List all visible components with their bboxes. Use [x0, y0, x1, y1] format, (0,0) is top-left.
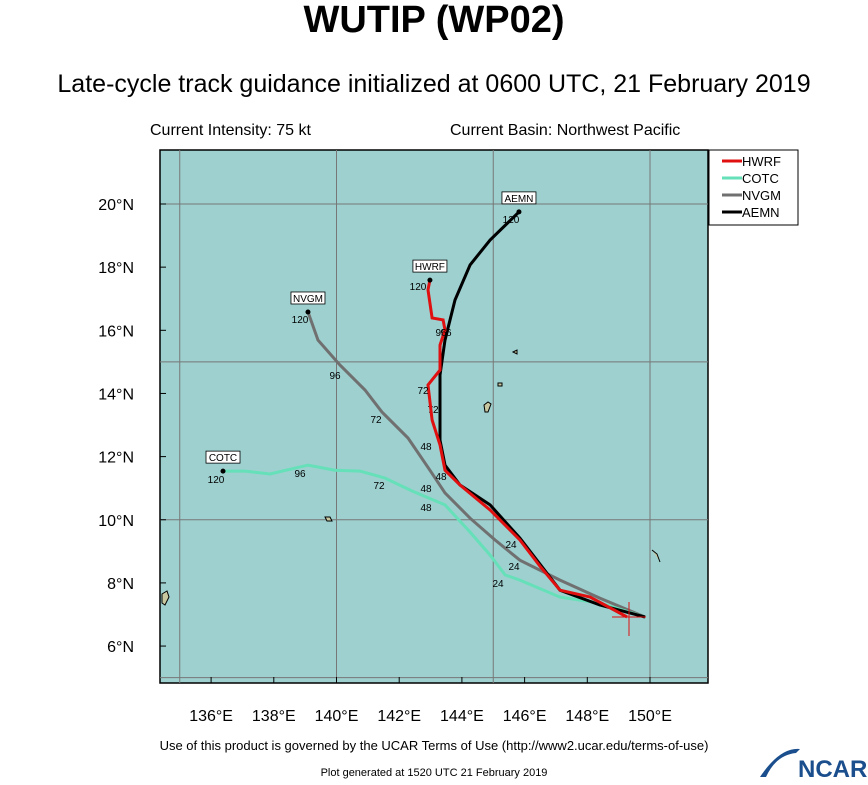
track-end: [305, 309, 311, 315]
model-label-box: [290, 291, 326, 305]
footer: Use of this product is governed by the U…: [160, 738, 709, 753]
hour-label: 72: [373, 481, 385, 492]
logo-mark: [760, 748, 800, 777]
model-label-box: [205, 450, 241, 464]
model-label-box: [412, 259, 448, 273]
track-line: [426, 279, 628, 619]
x-tick-label: 142°E: [377, 708, 421, 725]
model-label: HWRF: [415, 262, 445, 273]
x-tick-label: 136°E: [189, 708, 233, 725]
title: WUTIP (WP02): [303, 0, 564, 41]
y-tick-label: 16°N: [98, 323, 134, 340]
logo: NCAR: [798, 756, 867, 780]
track-end: [427, 277, 433, 283]
hour-label: 48: [420, 484, 432, 495]
hour-label: 120: [503, 215, 520, 226]
y-tick-label: 14°N: [98, 386, 134, 403]
hour-label: 24: [492, 579, 504, 590]
hour-label: 96: [294, 469, 306, 480]
y-tick-label: 6°N: [107, 639, 134, 656]
legend-label: NVGM: [742, 188, 781, 203]
x-tick-label: 140°E: [315, 708, 359, 725]
intensity: Current Intensity: 75 kt: [150, 122, 312, 139]
map-area: [159, 149, 709, 684]
hour-label: 48: [435, 472, 447, 483]
x-tick-label: 150°E: [628, 708, 672, 725]
hour-label: 24: [505, 540, 517, 551]
legend-label: COTC: [742, 171, 779, 186]
hour-label: 96: [440, 328, 452, 339]
y-tick-label: 10°N: [98, 513, 134, 530]
hour-label: 96: [435, 328, 447, 339]
track-line: [306, 311, 646, 619]
track-line: [223, 463, 646, 619]
hour-label: 120: [292, 315, 309, 326]
model-label-box: [501, 191, 537, 205]
hour-label: 96: [329, 371, 341, 382]
hour-label: 120: [410, 282, 427, 293]
basin: Current Basin: Northwest Pacific: [450, 122, 680, 139]
y-tick-label: 18°N: [98, 260, 134, 277]
hour-label: 72: [427, 405, 439, 416]
model-label: COTC: [209, 453, 237, 464]
hour-label: 72: [417, 386, 429, 397]
x-tick-label: 138°E: [252, 708, 296, 725]
hour-label: 24: [508, 562, 520, 573]
y-tick-label: 12°N: [98, 450, 134, 467]
generated: Plot generated at 1520 UTC 21 February 2…: [321, 767, 548, 779]
islands: [161, 349, 661, 606]
y-tick-label: 20°N: [98, 197, 134, 214]
model-label: NVGM: [293, 294, 323, 305]
track-end: [516, 209, 522, 215]
hour-label: 48: [420, 442, 432, 453]
x-tick-label: 148°E: [565, 708, 609, 725]
y-tick-label: 8°N: [107, 576, 134, 593]
subtitle: Late-cycle track guidance initialized at…: [57, 70, 810, 98]
track-end: [220, 468, 226, 474]
model-label: AEMN: [505, 194, 534, 205]
hour-label: 120: [208, 475, 225, 486]
x-tick-label: 144°E: [440, 708, 484, 725]
hour-label: 48: [420, 503, 432, 514]
x-tick-label: 146°E: [503, 708, 547, 725]
legend-label: AEMN: [742, 205, 780, 220]
legend-label: HWRF: [742, 154, 781, 169]
hour-label: 72: [370, 415, 382, 426]
